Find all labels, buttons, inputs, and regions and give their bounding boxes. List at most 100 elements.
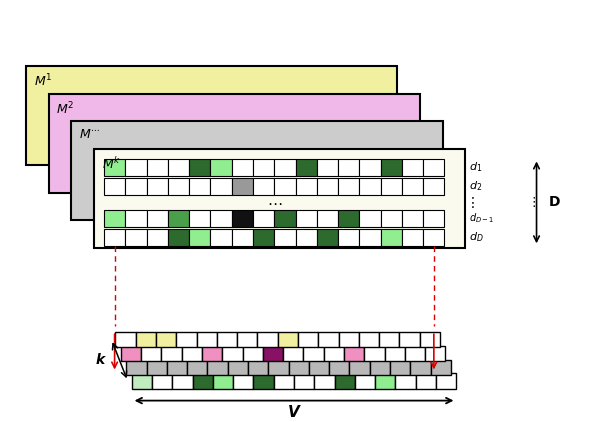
- Bar: [168, 178, 189, 195]
- Bar: [304, 346, 324, 361]
- Text: V: V: [288, 405, 300, 420]
- Bar: [176, 332, 197, 347]
- Bar: [141, 346, 162, 361]
- Bar: [423, 229, 445, 246]
- Bar: [210, 159, 231, 176]
- Bar: [71, 122, 442, 220]
- Bar: [126, 210, 147, 227]
- Bar: [295, 178, 317, 195]
- Bar: [231, 159, 253, 176]
- Bar: [430, 360, 451, 375]
- Bar: [248, 360, 268, 375]
- Bar: [126, 360, 147, 375]
- Bar: [210, 229, 231, 246]
- Bar: [147, 210, 168, 227]
- Bar: [344, 346, 364, 361]
- Bar: [274, 178, 295, 195]
- Text: $d_D$: $d_D$: [469, 231, 484, 244]
- Bar: [168, 229, 189, 246]
- Bar: [253, 159, 274, 176]
- Bar: [338, 159, 359, 176]
- Bar: [420, 332, 440, 347]
- Bar: [338, 229, 359, 246]
- Bar: [228, 360, 248, 375]
- Bar: [402, 178, 423, 195]
- Bar: [317, 178, 338, 195]
- Bar: [324, 346, 344, 361]
- Bar: [263, 346, 283, 361]
- Bar: [253, 229, 274, 246]
- Bar: [253, 178, 274, 195]
- Bar: [202, 346, 222, 361]
- Bar: [278, 332, 298, 347]
- Bar: [147, 178, 168, 195]
- Bar: [298, 332, 318, 347]
- Bar: [126, 229, 147, 246]
- Bar: [104, 178, 126, 195]
- Text: $M^k$: $M^k$: [102, 156, 121, 172]
- Text: $d_2$: $d_2$: [469, 180, 482, 193]
- Bar: [329, 360, 349, 375]
- Bar: [295, 210, 317, 227]
- Bar: [213, 373, 233, 389]
- Text: $d_{D-1}$: $d_{D-1}$: [469, 211, 495, 225]
- Bar: [359, 210, 381, 227]
- Bar: [274, 210, 295, 227]
- Bar: [405, 346, 425, 361]
- Bar: [423, 210, 445, 227]
- Bar: [197, 332, 217, 347]
- Bar: [131, 373, 152, 389]
- Bar: [317, 210, 338, 227]
- Bar: [318, 332, 339, 347]
- Bar: [364, 346, 385, 361]
- Bar: [231, 229, 253, 246]
- Bar: [423, 159, 445, 176]
- Bar: [147, 159, 168, 176]
- Bar: [168, 210, 189, 227]
- Bar: [381, 229, 402, 246]
- Bar: [104, 229, 126, 246]
- Bar: [253, 373, 274, 389]
- Bar: [425, 346, 445, 361]
- Bar: [375, 373, 395, 389]
- Bar: [349, 360, 370, 375]
- Text: k: k: [95, 353, 105, 367]
- Bar: [402, 159, 423, 176]
- Bar: [359, 229, 381, 246]
- Bar: [121, 346, 141, 361]
- Bar: [294, 373, 314, 389]
- Text: $\vdots$: $\vdots$: [527, 195, 536, 209]
- Bar: [274, 373, 294, 389]
- Bar: [231, 210, 253, 227]
- Text: $\vdots$: $\vdots$: [465, 195, 475, 210]
- Bar: [94, 149, 465, 248]
- Text: $M^{\cdots}$: $M^{\cdots}$: [79, 128, 101, 141]
- Bar: [317, 159, 338, 176]
- Bar: [400, 332, 420, 347]
- Bar: [295, 229, 317, 246]
- Bar: [104, 159, 126, 176]
- Bar: [189, 210, 210, 227]
- Bar: [268, 360, 288, 375]
- Text: $M^1$: $M^1$: [34, 73, 52, 89]
- Bar: [355, 373, 375, 389]
- Bar: [253, 210, 274, 227]
- Bar: [402, 210, 423, 227]
- Bar: [217, 332, 237, 347]
- Bar: [436, 373, 456, 389]
- Bar: [258, 332, 278, 347]
- Bar: [192, 373, 213, 389]
- Bar: [156, 332, 176, 347]
- Bar: [370, 360, 390, 375]
- Bar: [381, 159, 402, 176]
- Bar: [423, 178, 445, 195]
- Bar: [402, 229, 423, 246]
- Bar: [49, 94, 420, 193]
- Text: $d_1$: $d_1$: [469, 160, 482, 174]
- Bar: [26, 66, 397, 165]
- Text: D: D: [548, 195, 560, 209]
- Text: $M^2$: $M^2$: [56, 101, 75, 117]
- Bar: [359, 159, 381, 176]
- Bar: [274, 229, 295, 246]
- Bar: [295, 159, 317, 176]
